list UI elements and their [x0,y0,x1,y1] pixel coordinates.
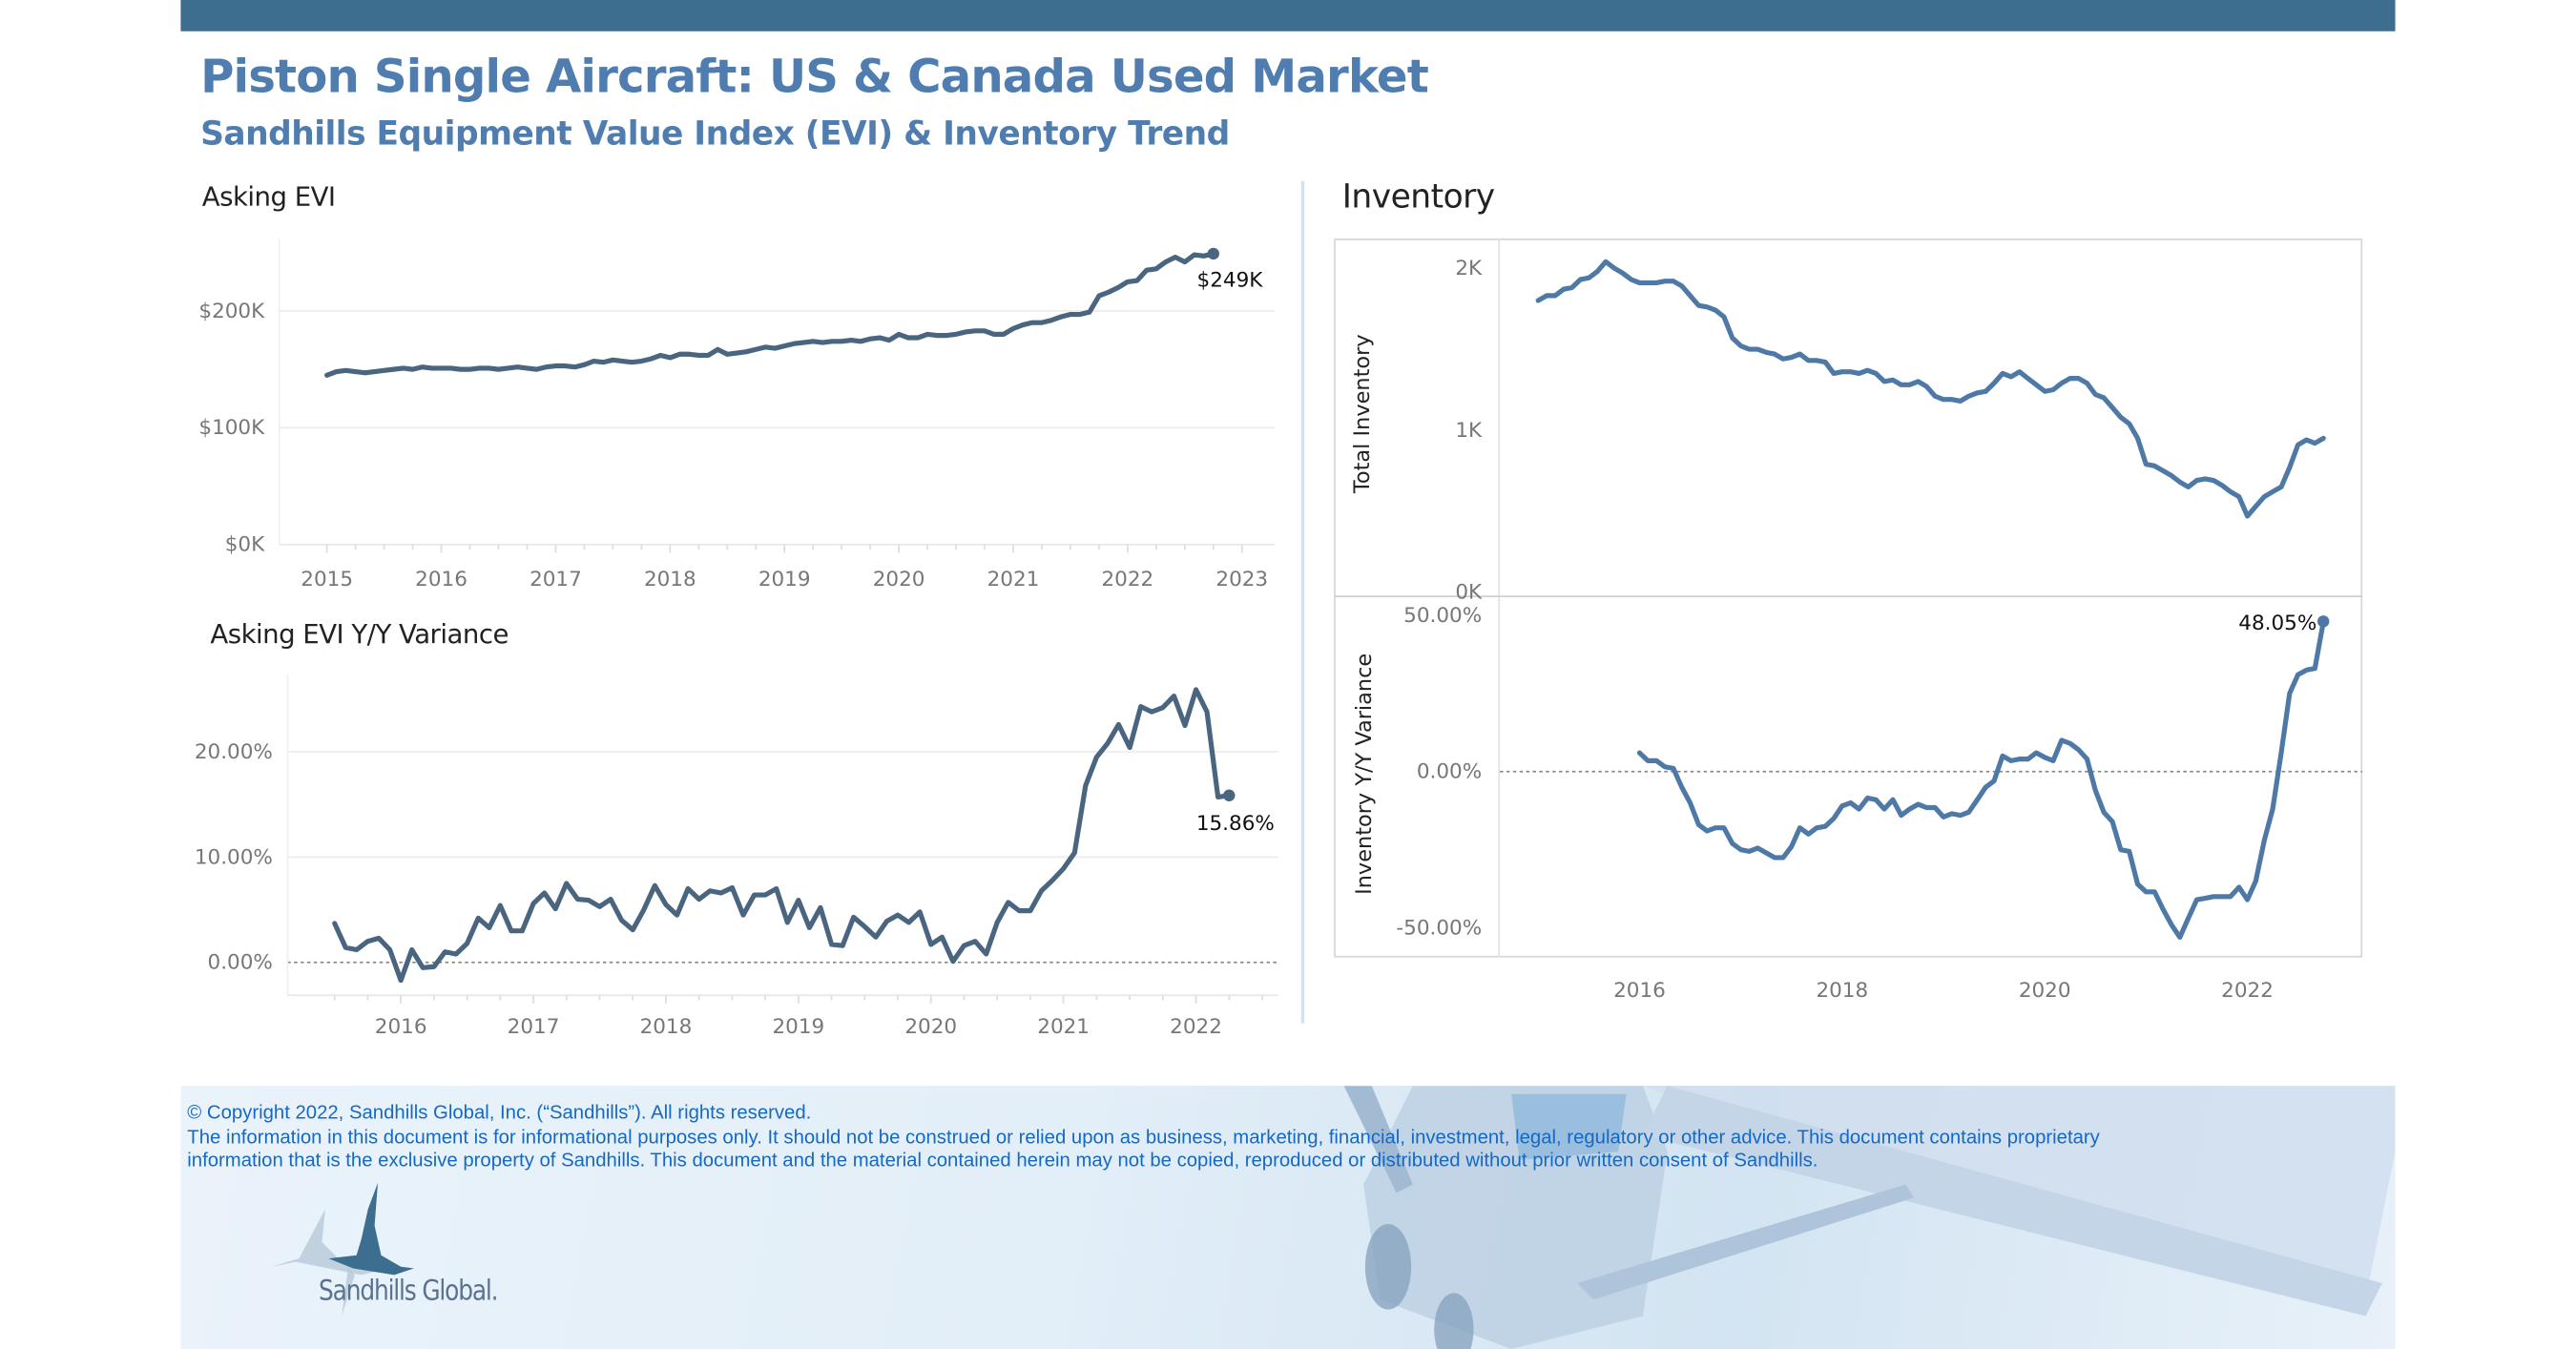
total-inventory-y-tick-label: 1K [1455,419,1483,443]
asking-evi-yy-x-tick-label: 2022 [1170,1015,1222,1039]
asking-evi-x-tick-label: 2023 [1215,568,1268,591]
asking-evi-yy-x-tick-label: 2021 [1037,1015,1090,1039]
asking-evi-y-tick-label: $200K [198,300,265,323]
top-banner [180,0,2396,31]
inventory-yy-y-tick-label: 0.00% [1417,760,1482,784]
total-inventory-y-tick-label: 2K [1455,257,1483,280]
asking-evi-series-line [324,251,1216,378]
logo-text: Sandhills Global. [319,1275,499,1308]
inventory-yy-end-point [2316,615,2330,628]
inventory-yy-x-tick-label: 2020 [2019,979,2071,1003]
column-divider [1300,180,1305,1024]
inventory-title: Inventory [1341,176,1495,216]
asking-evi-x-tick-label: 2019 [758,568,811,591]
inventory-yy-x-tick-label: 2016 [1613,979,1666,1003]
asking-evi-yy-end-point [1223,789,1236,801]
asking-evi-end-label: $249K [1197,268,1264,292]
inventory-yy-y-tick-label: 50.00% [1403,604,1482,628]
page-title: Piston Single Aircraft: US & Canada Used… [200,49,1429,104]
airplane-background-image [1343,1086,2396,1349]
asking-evi-yy-x-tick-label: 2017 [508,1015,560,1039]
inventory-yy-x-tick-label: 2018 [1816,979,1868,1003]
asking-evi-yy-end-label: 15.86% [1196,812,1275,836]
asking-evi-y-tick-label: $100K [198,416,265,440]
inventory-yy-x-tick-label: 2022 [2221,979,2274,1003]
inventory-yy-end-label: 48.05% [2238,612,2316,635]
asking-evi-yy-x-tick-label: 2019 [772,1015,824,1039]
asking-evi-x-tick-label: 2021 [987,568,1040,591]
disclaimer-line-1: The information in this document is for … [187,1125,2100,1149]
inventory-y-axis-line [1498,239,1501,958]
asking-evi-title: Asking EVI [201,180,336,213]
asking-evi-yy-y-tick-label: 10.00% [195,845,273,869]
asking-evi-yy-y-tick-label: 0.00% [208,951,273,975]
asking-evi-x-tick-label: 2020 [873,568,925,591]
disclaimer-line-2: information that is the exclusive proper… [187,1148,1818,1172]
asking-evi-x-tick-label: 2017 [530,568,582,591]
asking-evi-yy-y-tick-label: 20.00% [195,740,273,764]
asking-evi-end-point [1207,247,1219,260]
footer: © Copyright 2022, Sandhills Global, Inc.… [180,1086,2396,1349]
asking-evi-yy-x-tick-label: 2016 [375,1015,427,1039]
inventory-yy-series-line [1636,618,2326,940]
page-subtitle: Sandhills Equipment Value Index (EVI) & … [200,113,1230,154]
total-inventory-y-tick-label: 0K [1455,581,1483,605]
inventory-panel-frame [1334,239,2363,958]
asking-evi-yy-x-tick-label: 2020 [904,1015,957,1039]
inventory-yy-y-tick-label: -50.00% [1396,916,1482,940]
asking-evi-yy-series-line [332,687,1232,984]
asking-evi-x-tick-label: 2022 [1102,568,1154,591]
asking-evi-yy-title: Asking EVI Y/Y Variance [210,618,509,651]
crane-logo-icon [271,1182,414,1317]
asking-evi-yy-x-tick-label: 2018 [640,1015,693,1039]
asking-evi-x-tick-label: 2015 [301,568,353,591]
inventory-panel-separator [1334,595,2363,597]
asking-evi-y-tick-label: $0K [225,533,265,557]
total-inventory-series-line [1535,259,2326,519]
copyright-text: © Copyright 2022, Sandhills Global, Inc.… [187,1100,812,1124]
asking-evi-x-tick-label: 2016 [415,568,467,591]
asking-evi-x-tick-label: 2018 [644,568,696,591]
